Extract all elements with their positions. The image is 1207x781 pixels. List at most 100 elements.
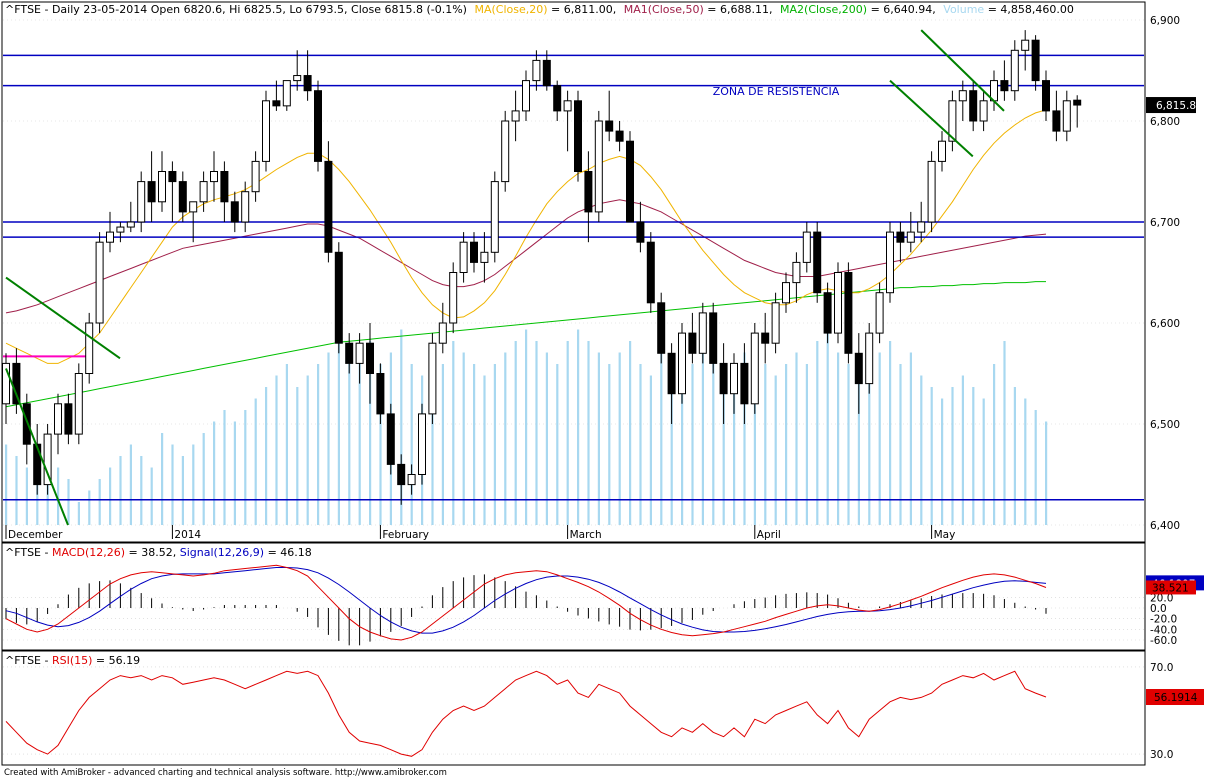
- candle-down: [688, 332, 697, 354]
- volume-bar: [899, 364, 902, 525]
- volume-bar: [57, 467, 60, 525]
- volume-bar: [639, 364, 642, 525]
- rsi-layer: [3, 666, 1144, 757]
- candle-down: [574, 100, 582, 172]
- candle-down: [272, 100, 281, 107]
- volume-bar: [930, 387, 933, 525]
- candle-up: [532, 59, 541, 82]
- volume-bar: [1003, 341, 1006, 525]
- macd-axis-tick: 0.0: [1150, 603, 1167, 615]
- macd-layer: [3, 564, 1144, 646]
- volume-bar: [951, 387, 954, 525]
- volume-bar: [941, 398, 944, 525]
- candle-up: [95, 241, 104, 324]
- macd-axis-tick: -60.0: [1150, 635, 1177, 647]
- candle-up: [1021, 39, 1030, 51]
- candle-up: [262, 100, 270, 162]
- price-axis-tick: 6,600: [1150, 318, 1180, 330]
- candlestick-layer: [2, 30, 1082, 505]
- candle-down: [366, 342, 374, 375]
- volume-bar: [337, 341, 340, 525]
- candle-up: [834, 272, 842, 334]
- candle-up: [958, 90, 967, 102]
- volume-bar: [566, 341, 569, 525]
- candle-down: [719, 362, 728, 395]
- candle-up: [886, 231, 894, 294]
- rsi-value-label: 56.1914: [1154, 692, 1198, 704]
- price-axis-tick: 6,700: [1150, 217, 1180, 229]
- volume-bar: [213, 421, 216, 525]
- macd-axis-tick: 20.0: [1150, 592, 1173, 604]
- candle-down: [220, 171, 229, 203]
- volume-bar: [431, 387, 434, 525]
- candle-up: [459, 241, 468, 273]
- candle-down: [314, 90, 322, 162]
- candle-up: [865, 332, 874, 385]
- candle-down: [542, 59, 551, 87]
- candle-down: [636, 221, 645, 243]
- candle-down: [709, 312, 718, 364]
- trendline: [5, 276, 121, 360]
- volume-bar: [982, 398, 985, 525]
- volume-bar: [275, 375, 278, 525]
- macd-panel-frame: [1, 542, 1146, 651]
- volume-bar: [36, 479, 39, 525]
- trendline-layer: [5, 29, 1005, 526]
- volume-bar: [753, 341, 756, 525]
- candle-up: [449, 272, 458, 324]
- candle-up: [563, 100, 572, 112]
- candle-up: [522, 80, 530, 112]
- candle-down: [470, 241, 478, 263]
- candle-up: [428, 342, 437, 415]
- volume-bar: [88, 490, 91, 525]
- volume-bar: [150, 467, 153, 525]
- volume-bar: [993, 364, 996, 525]
- header-volume-value: = 4,858,460.00: [984, 3, 1074, 16]
- month-label: February: [382, 529, 429, 541]
- trendline: [5, 368, 69, 526]
- volume-bar: [25, 467, 28, 525]
- volume-bar: [119, 456, 122, 525]
- candle-down: [147, 181, 156, 203]
- volume-bar: [223, 410, 226, 525]
- volume-bar: [1024, 398, 1027, 525]
- trendline: [920, 29, 1005, 112]
- candle-down: [303, 75, 312, 92]
- volume-bar: [847, 364, 850, 525]
- candle-up: [948, 100, 957, 142]
- candle-up: [875, 292, 884, 334]
- volume-bar: [816, 341, 819, 525]
- candle-up: [594, 120, 603, 213]
- candle-down: [33, 443, 42, 486]
- volume-bar: [681, 375, 684, 525]
- volume-bar: [795, 352, 798, 525]
- price-panel-header: ^FTSE - Daily 23-05-2014 Open 6820.6, Hi…: [5, 3, 1074, 16]
- candle-down: [1073, 99, 1082, 106]
- candle-up: [293, 75, 302, 82]
- macd-label: MACD(12,26): [52, 546, 125, 559]
- signal-value: = 46.18: [264, 546, 312, 559]
- price-axis-tick: 6,800: [1150, 116, 1180, 128]
- volume-bar: [774, 375, 777, 525]
- candle-up: [74, 373, 83, 435]
- candle-down: [813, 231, 822, 294]
- rsi-value-box: [1146, 689, 1204, 706]
- volume-bar: [733, 375, 736, 525]
- header-ma200-value: = 6,640.94,: [867, 3, 936, 16]
- volume-bar: [161, 433, 164, 525]
- volume-bar: [826, 329, 829, 525]
- candle-up: [210, 171, 218, 183]
- candle-up: [927, 160, 936, 223]
- candle-down: [1052, 110, 1061, 132]
- candle-up: [54, 403, 62, 435]
- candle-down: [854, 352, 863, 385]
- rsi-panel-frame: [1, 650, 1146, 766]
- volume-bar: [785, 364, 788, 525]
- volume-bar: [743, 352, 746, 525]
- candle-up: [438, 322, 447, 344]
- candle-down: [386, 413, 395, 465]
- candle-down: [22, 403, 31, 445]
- header-ma50-label: MA1(Close,50): [624, 3, 704, 16]
- volume-bar: [462, 352, 465, 525]
- month-label: 2014: [174, 529, 201, 541]
